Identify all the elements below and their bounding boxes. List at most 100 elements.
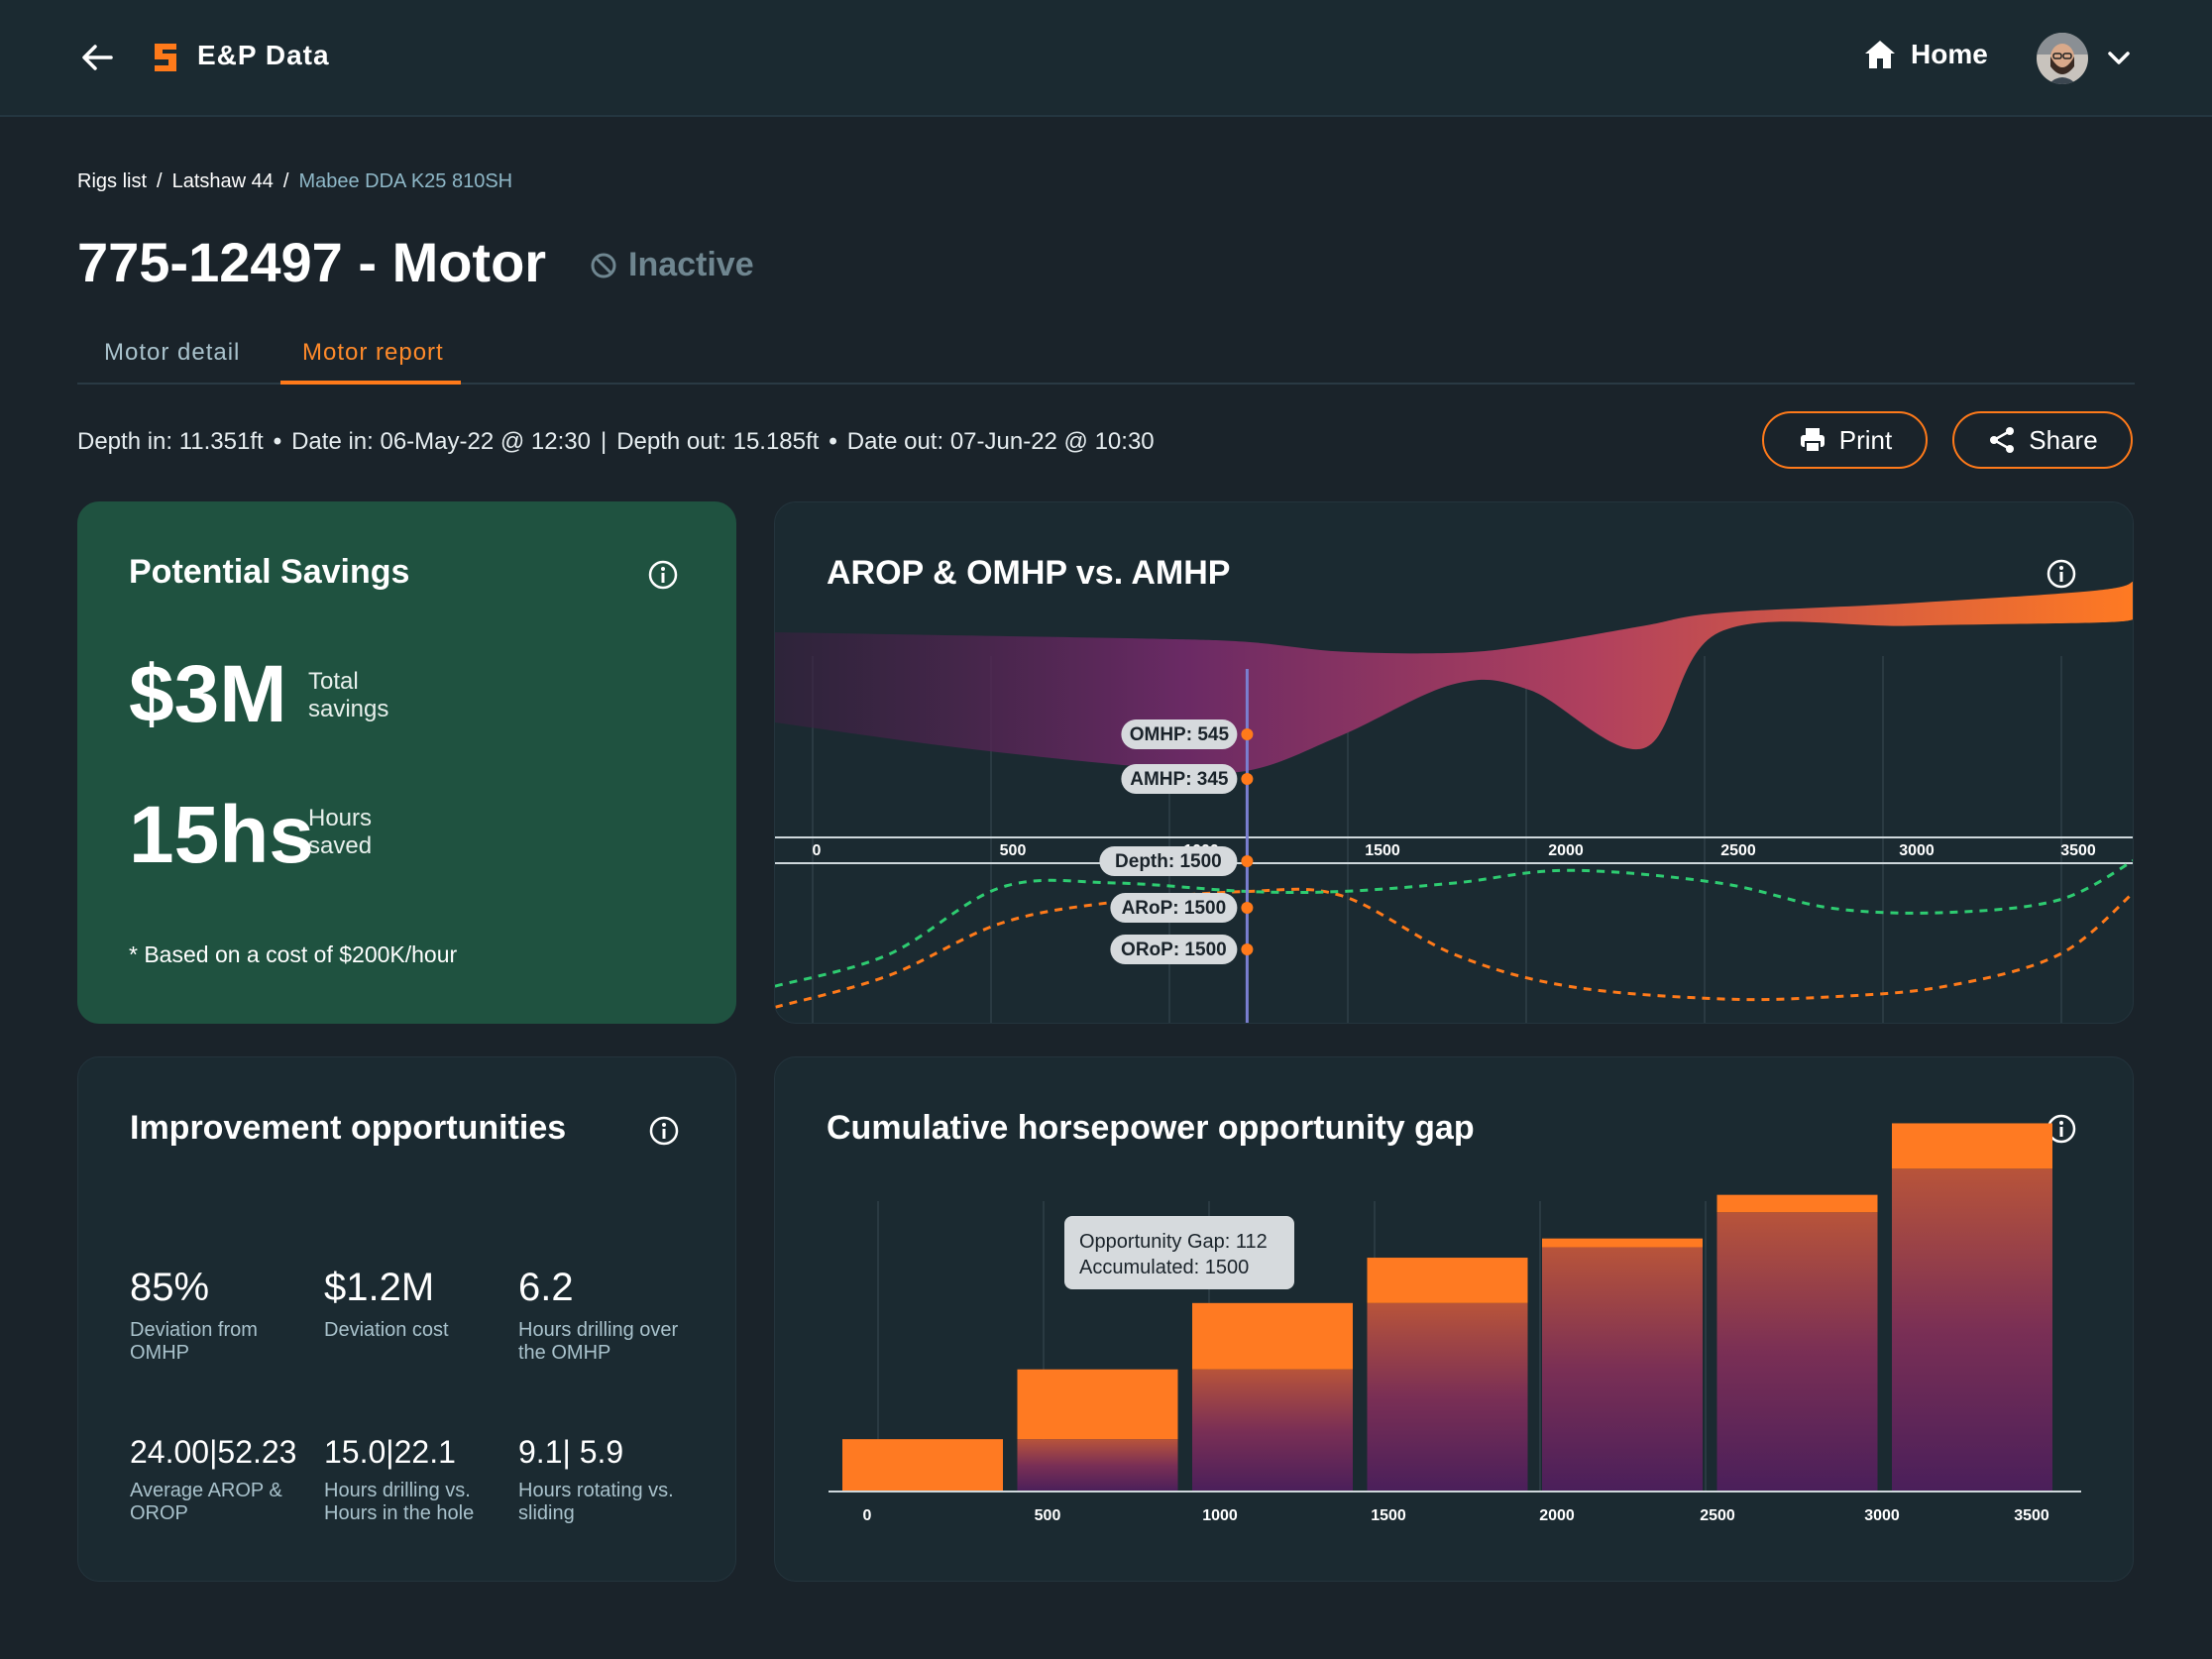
- date-out: Date out: 07-Jun-22 @ 10:30: [846, 428, 1155, 455]
- breadcrumb-rigs-list[interactable]: Rigs list: [77, 170, 148, 192]
- x-tick-label: 1500: [1371, 1507, 1406, 1524]
- share-label: Share: [2029, 424, 2098, 455]
- gap-bar[interactable]: [1892, 1123, 2052, 1169]
- breadcrumb-well[interactable]: Mabee DDA K25 810SH: [298, 170, 513, 192]
- tab-bar: Motor detail Motor report: [77, 327, 2135, 385]
- status-label: Inactive: [628, 246, 754, 283]
- printer-icon: [1800, 428, 1825, 453]
- status-badge: Inactive: [589, 246, 754, 284]
- cursor-tooltip: OMHP: 545: [1121, 719, 1238, 749]
- breadcrumb-rig[interactable]: Latshaw 44: [171, 170, 274, 192]
- separator-pipe: |: [600, 428, 608, 455]
- omhp-amhp-band: [775, 581, 2133, 774]
- tab-motor-report[interactable]: Motor report: [302, 339, 444, 366]
- potential-savings-card: Potential Savings $3M Total savings 15hs…: [77, 501, 736, 1024]
- gap-bar[interactable]: [1017, 1369, 1178, 1440]
- accumulated-bar[interactable]: [1192, 1369, 1353, 1492]
- top-bar: E&P Data Home: [0, 0, 2212, 117]
- accumulated-bar[interactable]: [1716, 1212, 1878, 1492]
- accumulated-bar[interactable]: [1367, 1302, 1528, 1492]
- tab-motor-detail[interactable]: Motor detail: [104, 339, 241, 366]
- x-tick-label: 3000: [1899, 842, 1935, 859]
- hours-saved-label: Hours saved: [308, 805, 373, 859]
- total-savings-value: $3M: [129, 649, 287, 739]
- tooltip-line: Accumulated: 1500: [1079, 1257, 1249, 1278]
- x-tick-label: 2500: [1720, 842, 1756, 859]
- active-tab-indicator: [280, 381, 461, 385]
- stat-label: Deviation from OMHP: [130, 1319, 258, 1364]
- app-title: E&P Data: [197, 40, 330, 70]
- stat-value: $1.2M: [324, 1266, 435, 1309]
- cursor-point: [1241, 943, 1254, 955]
- x-tick-label: 3500: [2014, 1507, 2049, 1524]
- stat-label: Average AROP & OROP: [130, 1480, 282, 1524]
- x-tick-label: 1500: [1365, 842, 1400, 859]
- home-icon: [1865, 41, 1895, 68]
- gap-bar[interactable]: [842, 1439, 1003, 1492]
- cursor-point: [1241, 773, 1254, 785]
- accumulated-bar[interactable]: [1892, 1168, 2052, 1492]
- accumulated-bar[interactable]: [1542, 1247, 1703, 1492]
- breadcrumb-separator: /: [282, 170, 289, 192]
- x-tick-label: 0: [813, 842, 822, 859]
- stat-label: Hours rotating vs. sliding: [518, 1480, 674, 1524]
- print-button[interactable]: Print: [1762, 411, 1928, 469]
- x-tick-label: 2000: [1539, 1507, 1575, 1524]
- x-tick-label: 0: [863, 1507, 872, 1524]
- savings-footnote: * Based on a cost of $200K/hour: [129, 941, 458, 967]
- date-in: Date in: 06-May-22 @ 12:30: [291, 428, 591, 455]
- chevron-down-icon[interactable]: [2105, 46, 2133, 69]
- x-tick-label: 2500: [1700, 1507, 1735, 1524]
- opportunity-gap-card: Cumulative horsepower opportunity gap 0 5…: [774, 1056, 2134, 1582]
- x-tick-label: 500: [1000, 842, 1027, 859]
- print-label: Print: [1838, 424, 1893, 455]
- avatar-image: [2037, 33, 2088, 84]
- cursor-label: ORoP: 1500: [1121, 940, 1227, 960]
- stat-value: 85%: [130, 1266, 210, 1309]
- info-icon[interactable]: [2046, 558, 2077, 590]
- stat-label: Hours drilling over the OMHP: [518, 1319, 679, 1364]
- cursor-point: [1241, 902, 1254, 914]
- x-tick-label: 3000: [1864, 1507, 1900, 1524]
- cursor-tooltip: Depth: 1500: [1099, 846, 1238, 876]
- cursor-label: Depth: 1500: [1115, 851, 1222, 872]
- hours-saved-value: 15hs: [129, 790, 314, 880]
- accumulated-bar[interactable]: [1017, 1439, 1178, 1492]
- share-button[interactable]: Share: [1952, 411, 2133, 469]
- avatar[interactable]: [2037, 33, 2088, 84]
- stat-value: 24.00|52.23: [130, 1434, 297, 1470]
- x-tick-label: 500: [1035, 1507, 1061, 1524]
- breadcrumb-separator: /: [157, 170, 163, 192]
- separator-dot: •: [273, 428, 282, 455]
- gap-bar[interactable]: [1367, 1258, 1528, 1303]
- info-icon[interactable]: [647, 559, 679, 591]
- bar-tooltip: Opportunity Gap: 112 Accumulated: 1500: [1064, 1216, 1294, 1289]
- arop-chart-title: AROP & OMHP vs. AMHP: [827, 554, 1231, 592]
- stat-value: 15.0|22.1: [324, 1434, 456, 1470]
- improvement-title: Improvement opportunities: [130, 1109, 567, 1147]
- motor-meta: Depth in: 11.351ft • Date in: 06-May-22 …: [77, 428, 1155, 456]
- stat-value: 9.1| 5.9: [518, 1434, 624, 1470]
- gap-bar[interactable]: [1542, 1238, 1703, 1248]
- back-arrow-icon[interactable]: [77, 38, 117, 77]
- page-title: 775-12497 - Motor: [77, 231, 547, 293]
- info-icon[interactable]: [648, 1115, 680, 1147]
- home-link[interactable]: Home: [1863, 38, 1988, 71]
- opportunity-gap-title: Cumulative horsepower opportunity gap: [827, 1109, 1475, 1147]
- arop-line: [775, 887, 2133, 1009]
- cursor-label: OMHP: 545: [1130, 724, 1230, 745]
- cursor-tooltip: ARoP: 1500: [1110, 893, 1238, 923]
- logo-icon: [155, 44, 176, 71]
- cursor-point: [1241, 855, 1254, 867]
- opportunity-gap-chart: 0 500 1000 1500 2000 2500 3000 3500 Opportunity…: [829, 1123, 2081, 1524]
- stat-label: Deviation cost: [324, 1319, 449, 1341]
- depth-in: Depth in: 11.351ft: [77, 428, 264, 455]
- tooltip-line: Opportunity Gap: 112: [1079, 1231, 1268, 1253]
- gap-bar[interactable]: [1716, 1194, 1878, 1213]
- stat-label: Hours drilling vs. Hours in the hole: [324, 1480, 475, 1524]
- gap-bar[interactable]: [1192, 1302, 1353, 1370]
- cursor-label: ARoP: 1500: [1122, 898, 1227, 919]
- breadcrumb: Rigs list / Latshaw 44 / Mabee DDA K25 8…: [77, 170, 512, 193]
- cursor-point: [1241, 728, 1254, 740]
- cursor-label: AMHP: 345: [1130, 769, 1229, 790]
